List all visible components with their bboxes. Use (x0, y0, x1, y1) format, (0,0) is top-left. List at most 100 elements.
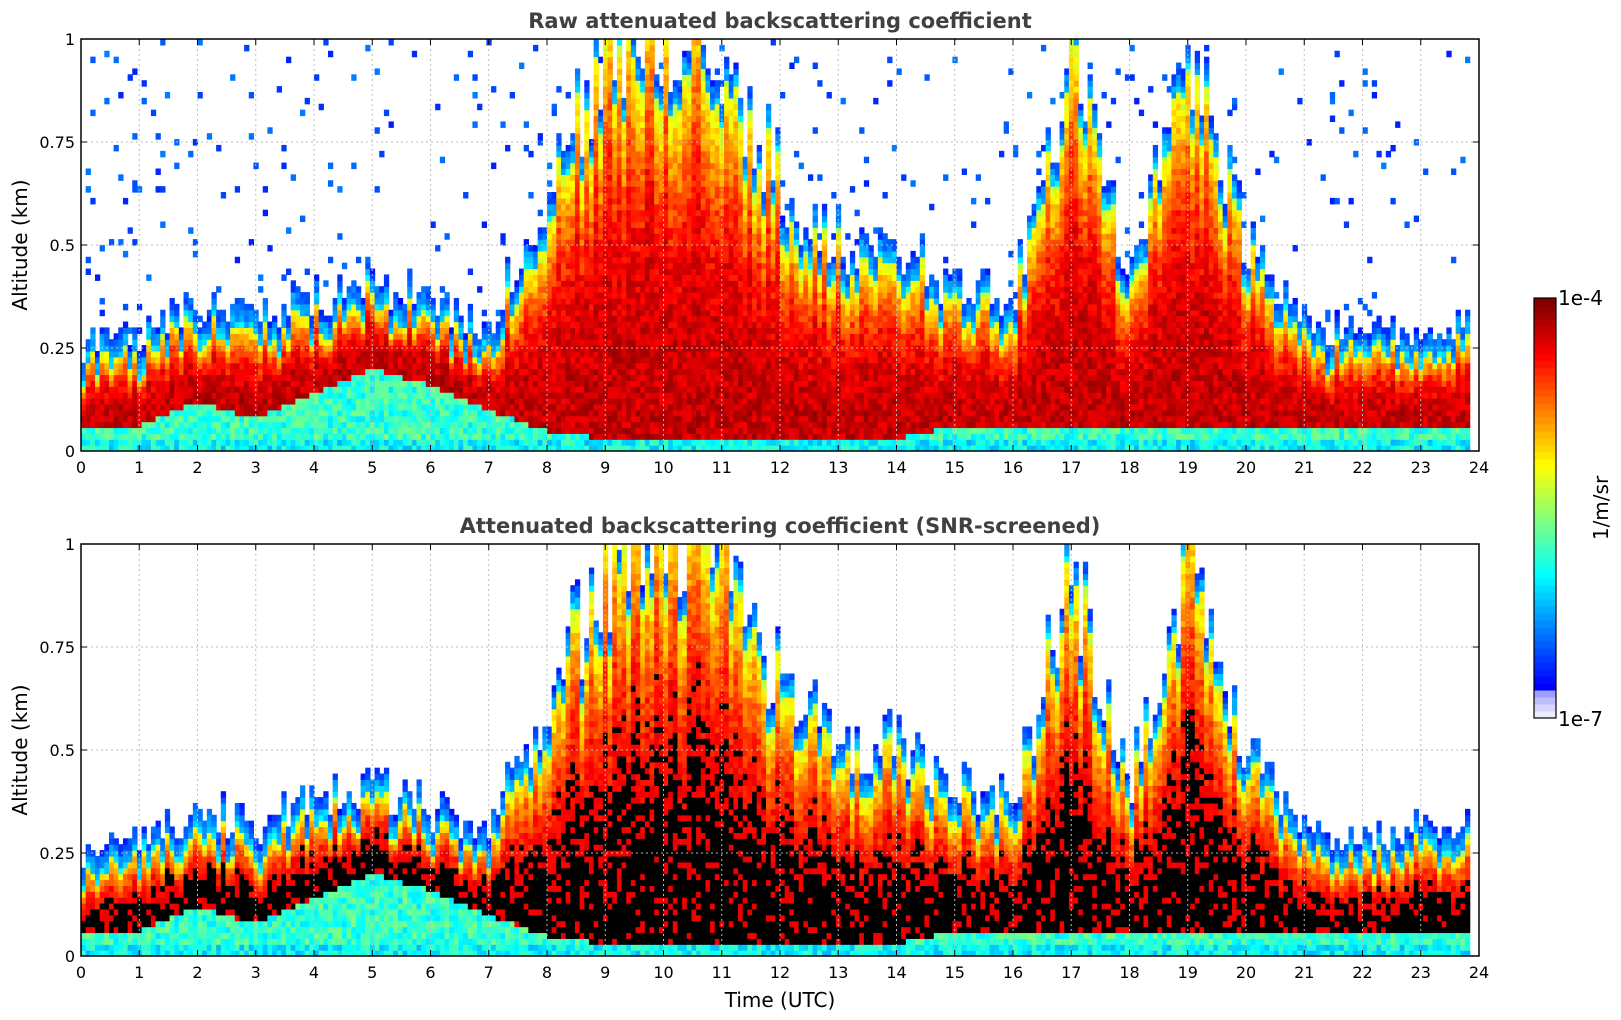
heatmap-cell (570, 174, 576, 181)
heatmap-cell (318, 439, 324, 446)
heatmap-cell (542, 398, 548, 405)
heatmap-cell (635, 433, 641, 440)
heatmap-cell (505, 274, 511, 281)
heatmap-cell (626, 68, 632, 75)
heatmap-cell (379, 297, 385, 305)
heatmap-cell (640, 427, 646, 434)
heatmap-cell (696, 209, 702, 217)
heatmap-cell (160, 350, 166, 358)
heatmap-cell (272, 327, 278, 334)
heatmap-cell (81, 398, 87, 405)
heatmap-cell (435, 245, 441, 252)
heatmap-cell (272, 409, 278, 417)
heatmap-cell (630, 109, 637, 117)
heatmap-cell (602, 103, 609, 111)
heatmap-cell (365, 286, 371, 293)
heatmap-cell (584, 421, 590, 429)
heatmap-cell (523, 292, 529, 299)
heatmap-cell (677, 386, 683, 393)
heatmap-cell (416, 303, 422, 311)
heatmap-cell (444, 233, 450, 240)
heatmap-cell (369, 280, 376, 287)
heatmap-cell (626, 109, 632, 117)
heatmap-cell (663, 321, 669, 328)
heatmap-cell (355, 427, 362, 434)
heatmap-cell (593, 409, 599, 417)
heatmap-cell (146, 439, 152, 446)
heatmap-cell (626, 303, 632, 311)
heatmap-cell (411, 321, 418, 328)
heatmap-cell (258, 374, 264, 381)
heatmap-cell (90, 350, 96, 358)
heatmap-cell (146, 327, 152, 334)
heatmap-cell (239, 398, 245, 405)
heatmap-cell (574, 409, 581, 417)
heatmap-cell (570, 186, 576, 193)
heatmap-cell (514, 315, 520, 323)
heatmap-cell (500, 415, 506, 423)
heatmap-cell (705, 415, 711, 423)
heatmap-cell (481, 309, 488, 317)
heatmap-cell (696, 203, 702, 211)
heatmap-cell (183, 368, 189, 376)
heatmap-cell (290, 356, 296, 364)
heatmap-cell (99, 386, 105, 393)
heatmap-cell (551, 239, 557, 246)
heatmap-cell (421, 339, 427, 346)
heatmap-cell (523, 374, 529, 381)
heatmap-cell (341, 262, 348, 270)
heatmap-cell (286, 439, 292, 446)
heatmap-cell (258, 350, 264, 358)
heatmap-cell (220, 386, 227, 393)
heatmap-cell (556, 221, 562, 228)
heatmap-cell (570, 256, 576, 264)
heatmap-cell (523, 274, 529, 281)
heatmap-cell (598, 286, 604, 293)
heatmap-cell (649, 180, 655, 187)
heatmap-cell (402, 315, 408, 323)
heatmap-cell (696, 227, 702, 234)
heatmap-cell (188, 398, 194, 405)
heatmap-cell (654, 409, 660, 417)
heatmap-cell (374, 409, 380, 417)
heatmap-cell (435, 433, 441, 440)
heatmap-cell (425, 286, 432, 293)
heatmap-cell (383, 321, 390, 328)
heatmap-cell (458, 339, 464, 346)
heatmap-cell (314, 403, 320, 411)
heatmap-cell (602, 74, 609, 81)
heatmap-cell (351, 280, 357, 287)
heatmap-cell (658, 362, 665, 370)
heatmap-cell (388, 121, 394, 128)
heatmap-cell (644, 362, 651, 370)
heatmap-cell (579, 303, 585, 311)
heatmap-cell (672, 139, 679, 146)
heatmap-cell (234, 409, 241, 417)
heatmap-cell (355, 350, 362, 358)
heatmap-cell (286, 350, 292, 358)
heatmap-cell (705, 115, 711, 122)
heatmap-cell (556, 256, 562, 264)
heatmap-cell (686, 362, 693, 370)
heatmap-cell (374, 333, 380, 340)
heatmap-cell (332, 374, 338, 381)
heatmap-cell (626, 168, 632, 175)
heatmap-cell (677, 245, 683, 252)
heatmap-cell (714, 197, 721, 205)
heatmap-cell (169, 297, 175, 305)
heatmap-cell (700, 309, 707, 317)
heatmap-cell (295, 403, 301, 411)
heatmap-cell (658, 115, 665, 122)
heatmap-cell (267, 127, 273, 134)
heatmap-cell (593, 292, 599, 299)
heatmap-cell (593, 39, 599, 46)
heatmap-cell (551, 386, 557, 393)
heatmap-cell (533, 327, 539, 334)
heatmap-cell (304, 362, 310, 370)
heatmap-cell (626, 280, 632, 287)
heatmap-cell (588, 368, 595, 376)
heatmap-cell (663, 245, 669, 252)
heatmap-cell (374, 339, 380, 346)
heatmap-cell (230, 398, 236, 405)
heatmap-cell (113, 433, 119, 440)
